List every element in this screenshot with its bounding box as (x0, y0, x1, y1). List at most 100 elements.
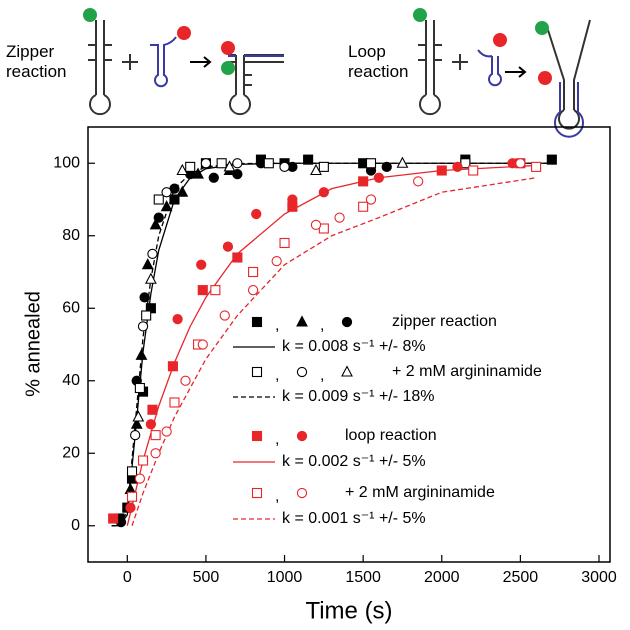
legend-label: + 2 mM argininamide (345, 484, 495, 501)
legend-marker (341, 365, 353, 377)
annotation: Loop reaction (348, 42, 409, 81)
fit-line (111, 162, 552, 527)
data-point (172, 313, 183, 325)
data-point (318, 161, 329, 172)
data-point (279, 237, 290, 249)
data-point (145, 419, 157, 430)
data-point (365, 158, 377, 169)
data-point (365, 194, 377, 205)
data-point (263, 158, 274, 169)
data-point (126, 466, 138, 477)
data-point (169, 194, 180, 205)
data-point (334, 212, 345, 223)
data-point (219, 310, 230, 321)
data-point (358, 201, 369, 212)
data-point (210, 285, 221, 296)
data-point (196, 259, 207, 270)
legend-separator: , (275, 317, 279, 334)
data-point (358, 176, 369, 187)
data-point (153, 212, 164, 223)
legend-label: loop reaction (345, 427, 437, 444)
schematic (83, 8, 591, 138)
x-tick-label: 2500 (503, 569, 539, 586)
data-point (232, 252, 243, 263)
data-point (232, 158, 243, 169)
data-point (147, 404, 158, 415)
data-point (185, 161, 196, 172)
data-point (208, 172, 219, 183)
data-point (125, 502, 136, 513)
data-point (150, 430, 161, 441)
data-point (130, 429, 141, 441)
legend-label: k = 0.002 s⁻¹ +/- 5% (282, 453, 426, 470)
data-point (247, 284, 259, 296)
legend-separator: , (320, 367, 324, 384)
x-tick-label: 2000 (424, 569, 460, 586)
legend-label: k = 0.009 s⁻¹ +/- 18% (282, 388, 435, 405)
data-point (248, 266, 259, 278)
legend-marker (296, 430, 308, 442)
y-axis-label: % annealed (22, 291, 44, 397)
data-point (150, 448, 161, 459)
legend-separator: , (275, 431, 279, 448)
data-point (137, 321, 149, 332)
data-point (515, 158, 526, 169)
legend-marker (251, 366, 263, 378)
legend-marker (341, 316, 353, 328)
data-point (271, 255, 282, 267)
data-point (149, 218, 162, 230)
data-point (108, 513, 119, 524)
data-point (318, 187, 329, 198)
data-point (373, 172, 385, 183)
y-tick-label: 20 (62, 444, 80, 461)
data-point (192, 167, 204, 179)
data-point (161, 426, 172, 437)
data-point (287, 194, 298, 205)
fit-line (131, 177, 537, 526)
legend-separator: , (320, 317, 324, 334)
data-point (531, 161, 542, 172)
y-tick-label: 60 (62, 299, 80, 316)
legend-marker (296, 366, 308, 378)
data-point (180, 375, 191, 386)
data-point (197, 339, 208, 350)
data-point (141, 310, 152, 321)
data-point (381, 161, 392, 173)
annotation: Zipper reaction (6, 42, 67, 81)
x-tick-label: 0 (123, 569, 132, 586)
data-point (130, 417, 143, 429)
legend-marker (251, 487, 263, 499)
y-tick-label: 0 (71, 517, 80, 534)
x-tick-label: 3000 (581, 569, 617, 586)
data-point (396, 156, 409, 168)
data-point (134, 473, 146, 484)
data-point (197, 285, 208, 296)
data-point (251, 208, 262, 220)
data-point (436, 165, 447, 176)
data-point (126, 491, 138, 502)
data-point (137, 455, 149, 466)
data-point (452, 161, 463, 173)
data-point (223, 160, 236, 172)
data-point (232, 168, 243, 180)
fit-line (126, 164, 537, 526)
data-point (468, 165, 479, 176)
legend-marker (296, 487, 308, 499)
legend-separator: , (275, 367, 279, 384)
data-point (216, 158, 227, 169)
legend-separator: , (275, 488, 279, 505)
data-point (167, 361, 178, 372)
data-point (169, 397, 180, 408)
y-tick-label: 100 (53, 154, 80, 171)
legend-marker (251, 316, 263, 328)
data-point (132, 410, 145, 422)
data-point (200, 158, 212, 169)
data-point (176, 163, 189, 176)
legend-marker (296, 315, 308, 327)
data-point (310, 163, 322, 176)
x-axis-label: Time (s) (305, 597, 392, 624)
data-point (141, 258, 154, 270)
legend-label: k = 0.008 s⁻¹ +/- 8% (282, 338, 426, 355)
data-point (413, 176, 424, 187)
